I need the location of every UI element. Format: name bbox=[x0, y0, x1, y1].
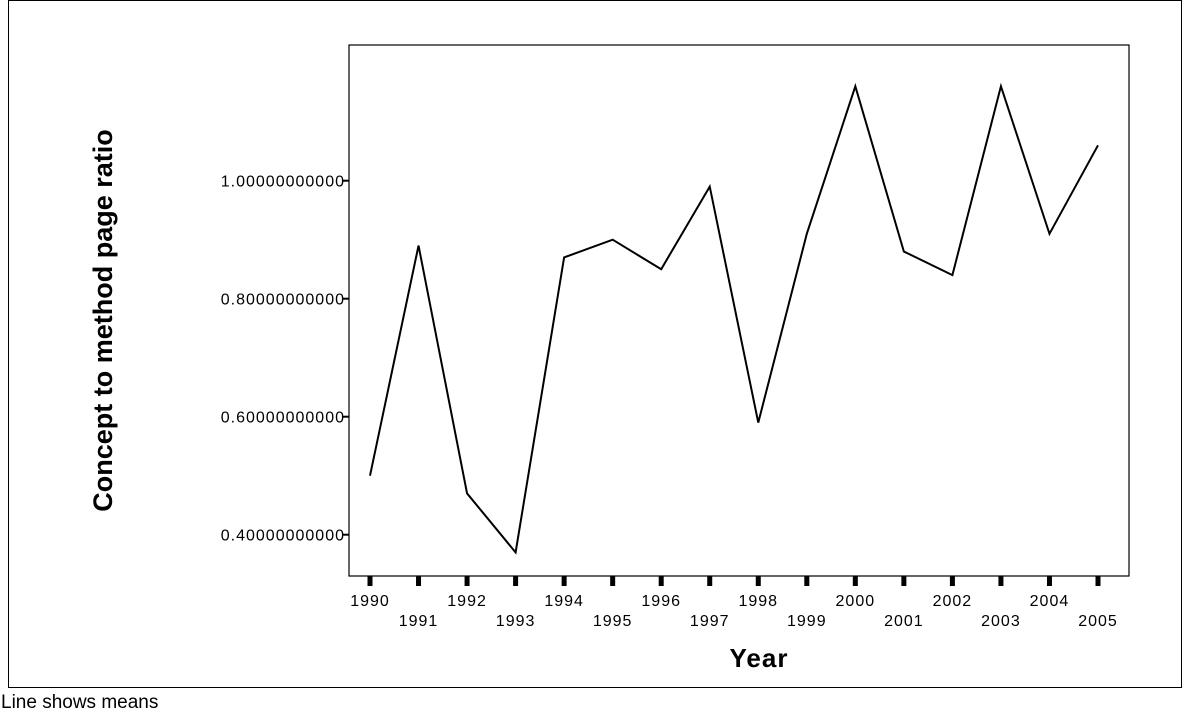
y-tick-label: 0.40000000000 bbox=[221, 528, 345, 545]
plot-area bbox=[348, 44, 1130, 577]
x-tick bbox=[367, 576, 373, 586]
x-tick-label: 1999 bbox=[787, 613, 827, 630]
x-tick-label: 2004 bbox=[1030, 593, 1070, 610]
x-tick bbox=[416, 576, 422, 586]
x-tick-label: 1993 bbox=[496, 613, 536, 630]
y-tick-label: 1.00000000000 bbox=[221, 174, 345, 191]
chart-frame: 0.40000000000 0.60000000000 0.80000000000 1… bbox=[8, 0, 1182, 688]
x-tick-label: 1997 bbox=[690, 613, 730, 630]
x-tick bbox=[1046, 576, 1052, 586]
x-tick bbox=[804, 576, 810, 586]
x-axis: 1990 1991 1992 1993 1994 1995 1996 1997 1998 1999… bbox=[350, 576, 1118, 630]
x-tick bbox=[949, 576, 955, 586]
x-tick-label: 2005 bbox=[1078, 613, 1118, 630]
x-tick-label: 1991 bbox=[399, 613, 439, 630]
x-tick bbox=[513, 576, 519, 586]
plot-border bbox=[348, 44, 1130, 577]
series-line bbox=[369, 82, 1099, 555]
y-tick-label: 0.60000000000 bbox=[221, 410, 345, 427]
x-tick-label: 2000 bbox=[836, 593, 876, 610]
series-layer bbox=[369, 82, 1099, 555]
x-tick bbox=[852, 576, 858, 586]
x-tick bbox=[658, 576, 664, 586]
y-axis: 0.40000000000 0.60000000000 0.80000000000 1… bbox=[221, 174, 349, 545]
x-tick bbox=[610, 576, 616, 586]
x-tick-label: 1998 bbox=[738, 593, 778, 610]
x-tick-label: 1996 bbox=[641, 593, 681, 610]
x-tick-label: 2002 bbox=[933, 593, 973, 610]
x-tick-label: 1995 bbox=[593, 613, 633, 630]
x-tick bbox=[1095, 576, 1101, 586]
x-tick bbox=[561, 576, 567, 586]
x-tick-label: 2003 bbox=[981, 613, 1021, 630]
x-tick-label: 2001 bbox=[884, 613, 924, 630]
x-tick bbox=[464, 576, 470, 586]
x-axis-title: Year bbox=[730, 643, 789, 673]
x-tick bbox=[901, 576, 907, 586]
y-axis-title: Concept to method page ratio bbox=[88, 129, 118, 512]
x-tick-label: 1994 bbox=[544, 593, 584, 610]
x-tick-label: 1990 bbox=[350, 593, 390, 610]
x-tick bbox=[755, 576, 761, 586]
line-chart: 0.40000000000 0.60000000000 0.80000000000 1… bbox=[88, 44, 1130, 673]
x-tick-label: 1992 bbox=[447, 593, 487, 610]
x-tick bbox=[998, 576, 1004, 586]
chart-footnote: Line shows means bbox=[1, 692, 159, 713]
y-tick-label: 0.80000000000 bbox=[221, 292, 345, 309]
x-tick bbox=[707, 576, 713, 586]
